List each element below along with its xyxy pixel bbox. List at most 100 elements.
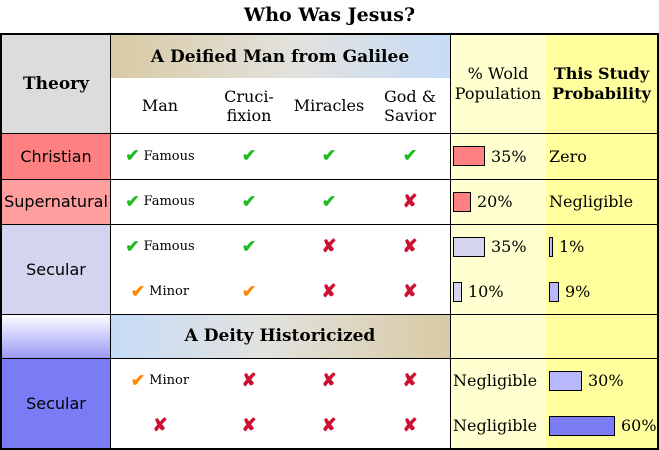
cross-icon: ✘ xyxy=(321,415,337,436)
cell-man: ✘ xyxy=(110,403,210,448)
check-orange-icon: ✔ xyxy=(241,281,257,302)
col-header-god-line2: Savior xyxy=(384,105,436,125)
cell-probability: Negligible xyxy=(546,179,657,224)
check-orange-icon: ✔ xyxy=(130,281,146,302)
cell-god: ✘ xyxy=(370,358,450,403)
probability-bar xyxy=(549,370,582,391)
col-header-god-savior: God & Savior xyxy=(370,78,450,133)
col-header-probability-line1: This Study xyxy=(553,64,650,83)
check-orange-icon: ✔ xyxy=(130,370,146,391)
theory-spacer-gradient xyxy=(2,314,110,358)
cell-population: 35% xyxy=(450,224,546,269)
population-value: Negligible xyxy=(453,371,538,390)
cell-man: ✔ Minor xyxy=(110,358,210,403)
theory-supernatural: Supernatural xyxy=(2,179,110,224)
population-value: Negligible xyxy=(453,416,538,435)
theory-christian: Christian xyxy=(2,133,110,179)
cell-probability: 60% xyxy=(546,403,657,448)
cross-icon: ✘ xyxy=(402,236,418,257)
group-header-deified-man: A Deified Man from Galilee xyxy=(110,35,450,78)
cell-probability: 1% xyxy=(546,224,657,269)
check-icon: ✔ xyxy=(402,146,418,166)
cell-man: ✔ Famous xyxy=(110,179,210,224)
cell-population: 35% xyxy=(450,133,546,179)
probability-bar xyxy=(549,281,559,302)
col-header-god-line1: God & xyxy=(384,86,436,106)
cell-god: ✘ xyxy=(370,269,450,314)
grid-line xyxy=(2,179,657,180)
cell-miracles: ✘ xyxy=(288,403,370,448)
col-header-crucifixion-line2: fixion xyxy=(226,105,272,125)
col-header-probability: This Study Probability xyxy=(546,35,657,133)
cross-icon: ✘ xyxy=(241,415,257,436)
probability-value: 9% xyxy=(565,282,591,301)
population-value: 35% xyxy=(491,146,527,166)
cell-population: 10% xyxy=(450,269,546,314)
check-icon: ✔ xyxy=(321,191,337,212)
theory-secular-deity: Secular xyxy=(2,358,110,448)
cell-population: Negligible xyxy=(450,358,546,403)
population-bar xyxy=(453,236,485,257)
probability-value: 30% xyxy=(588,371,624,390)
population-column-bottom xyxy=(450,358,546,448)
cross-icon: ✘ xyxy=(402,370,418,391)
cell-probability: Zero xyxy=(546,133,657,179)
population-bar xyxy=(453,281,462,302)
cell-god: ✘ xyxy=(370,224,450,269)
check-icon: ✔ xyxy=(125,191,140,212)
cell-cruci: ✔ xyxy=(210,179,288,224)
group-header-deity-historicized: A Deity Historicized xyxy=(110,314,450,358)
table-frame xyxy=(0,33,659,450)
population-bar xyxy=(453,146,485,166)
population-value: 20% xyxy=(477,192,513,211)
cell-cruci: ✔ xyxy=(210,269,288,314)
man-label: Minor xyxy=(149,373,190,388)
cell-man: ✔ Minor xyxy=(110,269,210,314)
cell-cruci: ✔ xyxy=(210,224,288,269)
cell-cruci: ✔ xyxy=(210,133,288,179)
cell-miracles: ✔ xyxy=(288,133,370,179)
cross-icon: ✘ xyxy=(241,370,257,391)
cell-probability: 30% xyxy=(546,358,657,403)
cell-cruci: ✘ xyxy=(210,358,288,403)
cell-god: ✔ xyxy=(370,133,450,179)
cell-miracles: ✘ xyxy=(288,269,370,314)
col-header-miracles: Miracles xyxy=(293,96,365,115)
population-spacer xyxy=(450,314,546,358)
probability-value: Zero xyxy=(549,146,587,166)
cell-cruci: ✘ xyxy=(210,403,288,448)
cell-god: ✘ xyxy=(370,403,450,448)
grid-line-vertical xyxy=(110,35,111,448)
probability-value: Negligible xyxy=(549,192,634,211)
col-header-crucifixion-line1: Cruci- xyxy=(224,86,274,106)
check-icon: ✔ xyxy=(241,191,257,212)
check-icon: ✔ xyxy=(241,236,257,257)
check-icon: ✔ xyxy=(321,146,337,166)
population-bar xyxy=(453,191,471,212)
man-label: Famous xyxy=(143,148,195,164)
man-label: Minor xyxy=(149,284,190,299)
cross-icon: ✘ xyxy=(402,415,418,436)
man-label: Famous xyxy=(143,239,195,254)
cell-miracles: ✘ xyxy=(288,358,370,403)
cell-god: ✘ xyxy=(370,179,450,224)
population-value: 35% xyxy=(491,237,527,256)
col-header-probability-line2: Probability xyxy=(552,84,651,103)
grid-line xyxy=(2,133,657,134)
cross-icon: ✘ xyxy=(152,415,168,436)
cross-icon: ✘ xyxy=(321,370,337,391)
probability-spacer xyxy=(546,314,657,358)
cell-miracles: ✔ xyxy=(288,179,370,224)
cell-population: Negligible xyxy=(450,403,546,448)
man-label: Famous xyxy=(143,194,195,209)
col-header-crucifixion: Cruci- fixion xyxy=(210,78,288,133)
cross-icon: ✘ xyxy=(321,236,337,257)
probability-value: 1% xyxy=(559,237,585,256)
cross-icon: ✘ xyxy=(402,281,418,302)
probability-column-top xyxy=(546,133,657,314)
page-title: Who Was Jesus? xyxy=(243,4,416,26)
col-header-man: Man xyxy=(141,96,179,115)
check-icon: ✔ xyxy=(125,236,140,257)
grid-line xyxy=(2,314,657,315)
theory-secular-man: Secular xyxy=(2,224,110,314)
